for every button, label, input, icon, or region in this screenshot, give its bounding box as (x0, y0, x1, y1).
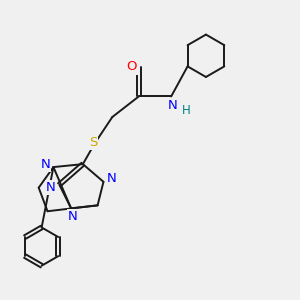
Text: O: O (126, 61, 137, 74)
Text: N: N (68, 210, 77, 223)
Text: N: N (107, 172, 117, 185)
Text: H: H (182, 104, 191, 117)
Text: S: S (89, 136, 98, 148)
Text: N: N (40, 158, 50, 171)
Text: N: N (46, 181, 56, 194)
Text: N: N (168, 99, 178, 112)
